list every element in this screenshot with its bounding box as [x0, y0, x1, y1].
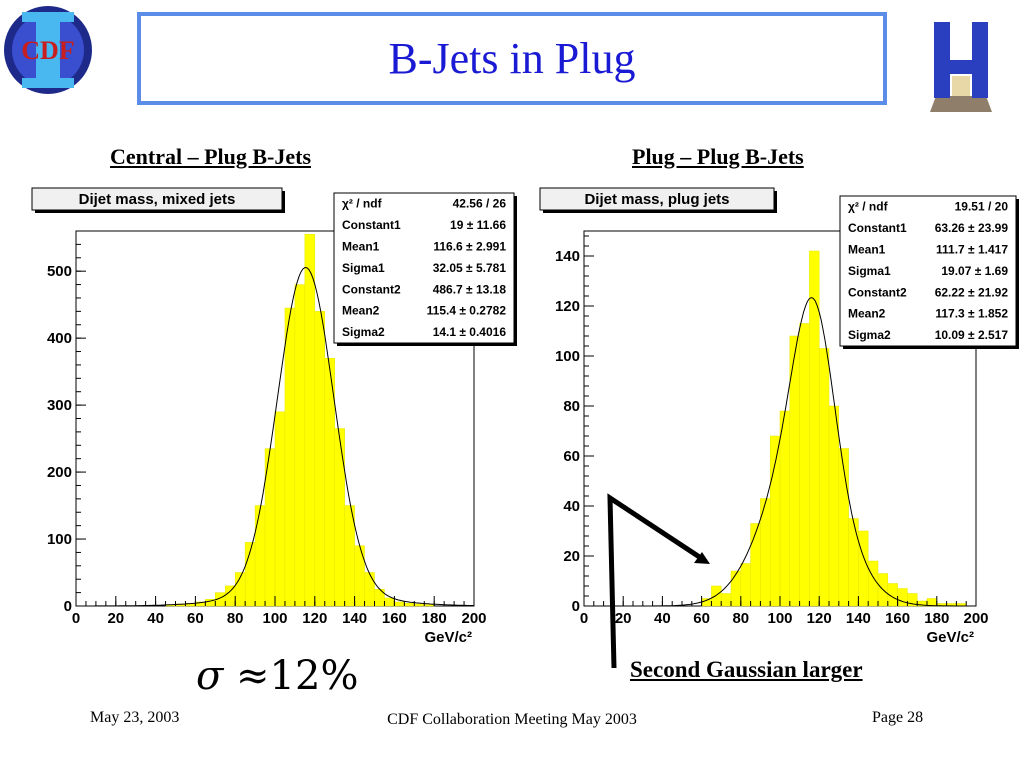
x-tick-label: 0 — [72, 610, 80, 627]
h-logo-base — [930, 96, 992, 112]
y-tick-label: 40 — [563, 498, 580, 515]
stats-value: 486.7 ± 13.18 — [433, 282, 507, 296]
stats-value: 14.1 ± 0.4016 — [433, 325, 507, 339]
h-logo-text: H — [957, 60, 964, 71]
y-tick-label: 140 — [555, 248, 580, 265]
x-tick-label: 80 — [227, 610, 244, 627]
slide-title: B-Jets in Plug — [388, 34, 636, 83]
x-tick-label: 120 — [807, 610, 832, 627]
stats-label: Mean2 — [848, 307, 886, 321]
annotation-note: Second Gaussian larger — [630, 657, 863, 682]
footer-date: May 23, 2003 — [90, 709, 180, 726]
x-tick-label: 40 — [654, 610, 671, 627]
stats-label: Sigma1 — [848, 264, 891, 278]
y-tick-label: 400 — [47, 330, 72, 347]
right-subtitle: Plug – Plug B-Jets — [632, 144, 804, 169]
y-tick-label: 60 — [563, 448, 580, 465]
stats-label: Constant1 — [848, 221, 907, 235]
stats-label: Mean2 — [342, 304, 380, 318]
footer-meeting: CDF Collaboration Meeting May 2003 — [387, 711, 637, 728]
cdf-logo-text: CDF — [21, 36, 74, 65]
x-tick-label: 200 — [963, 610, 988, 627]
x-tick-label: 120 — [302, 610, 327, 627]
chart-title: Dijet mass, mixed jets — [79, 191, 236, 208]
stats-value: 116.6 ± 2.991 — [433, 239, 506, 253]
y-tick-label: 100 — [47, 531, 72, 548]
stats-value: 63.26 ± 23.99 — [935, 221, 1009, 235]
chart-title-box — [539, 187, 775, 211]
x-tick-label: 80 — [732, 610, 749, 627]
approx-symbol: ≈ — [236, 653, 270, 699]
x-tick-label: 180 — [422, 610, 447, 627]
sigma-value: 12% — [269, 653, 359, 699]
stats-label: χ² / ndf — [848, 200, 889, 214]
footer-page: Page 28 — [872, 709, 924, 726]
y-tick-label: 200 — [47, 464, 72, 481]
x-tick-label: 40 — [147, 610, 164, 627]
stats-value: 19.07 ± 1.69 — [941, 264, 1008, 278]
stats-value: 115.4 ± 0.2782 — [427, 304, 507, 318]
y-tick-label: 100 — [555, 348, 580, 365]
stats-value: 19 ± 11.66 — [450, 218, 506, 232]
x-tick-label: 100 — [262, 610, 287, 627]
x-tick-label: 60 — [187, 610, 204, 627]
cdf-logo-roman-two — [36, 12, 60, 88]
stats-label: Constant1 — [342, 218, 401, 232]
stats-value: 111.7 ± 1.417 — [936, 242, 1008, 256]
y-tick-label: 80 — [563, 398, 580, 415]
h-logo: H — [930, 22, 992, 112]
cdf-logo: CDF — [4, 6, 92, 94]
stats-label: χ² / ndf — [342, 197, 383, 211]
y-tick-label: 0 — [64, 598, 72, 615]
stats-box — [333, 192, 515, 344]
stats-label: Mean1 — [848, 242, 886, 256]
stats-label: Constant2 — [342, 282, 401, 296]
x-tick-label: 20 — [615, 610, 632, 627]
x-tick-label: 0 — [580, 610, 588, 627]
x-tick-label: 180 — [924, 610, 949, 627]
stats-value: 117.3 ± 1.852 — [935, 307, 1008, 321]
stats-value: 32.05 ± 5.781 — [433, 261, 507, 275]
x-tick-label: 20 — [107, 610, 124, 627]
x-tick-label: 140 — [342, 610, 367, 627]
stats-value: 10.09 ± 2.517 — [935, 328, 1009, 342]
y-tick-label: 0 — [572, 598, 580, 615]
arrow-head — [694, 552, 710, 564]
sigma-symbol: σ — [196, 653, 224, 699]
stats-label: Sigma2 — [848, 328, 891, 342]
stats-label: Mean1 — [342, 239, 380, 253]
stats-label: Sigma1 — [342, 261, 385, 275]
x-tick-label: 160 — [885, 610, 910, 627]
stats-value: 19.51 / 20 — [955, 200, 1009, 214]
histogram-bar — [907, 593, 918, 607]
fit-curve — [76, 266, 475, 607]
x-tick-label: 100 — [767, 610, 792, 627]
stats-label: Sigma2 — [342, 325, 385, 339]
x-axis-label: GeV/c² — [424, 629, 472, 646]
x-tick-label: 140 — [846, 610, 871, 627]
title-box: B-Jets in Plug — [137, 12, 887, 105]
y-tick-label: 120 — [555, 298, 580, 315]
x-tick-label: 160 — [382, 610, 407, 627]
stats-value: 42.56 / 26 — [453, 197, 507, 211]
x-tick-label: 60 — [693, 610, 710, 627]
sigma-formula: σ ≈12% — [196, 653, 358, 699]
left-subtitle: Central – Plug B-Jets — [110, 144, 312, 169]
y-tick-label: 300 — [47, 397, 72, 414]
stats-box — [839, 195, 1017, 347]
chart-title: Dijet mass, plug jets — [584, 191, 729, 208]
y-tick-label: 20 — [563, 548, 580, 565]
stats-value: 62.22 ± 21.92 — [935, 285, 1009, 299]
y-tick-label: 500 — [47, 263, 72, 280]
chart-title-box — [31, 187, 283, 211]
x-axis-label: GeV/c² — [926, 629, 974, 646]
fit-curve — [584, 297, 976, 607]
x-tick-label: 200 — [461, 610, 486, 627]
arrow-line — [607, 493, 706, 669]
stats-label: Constant2 — [848, 285, 907, 299]
